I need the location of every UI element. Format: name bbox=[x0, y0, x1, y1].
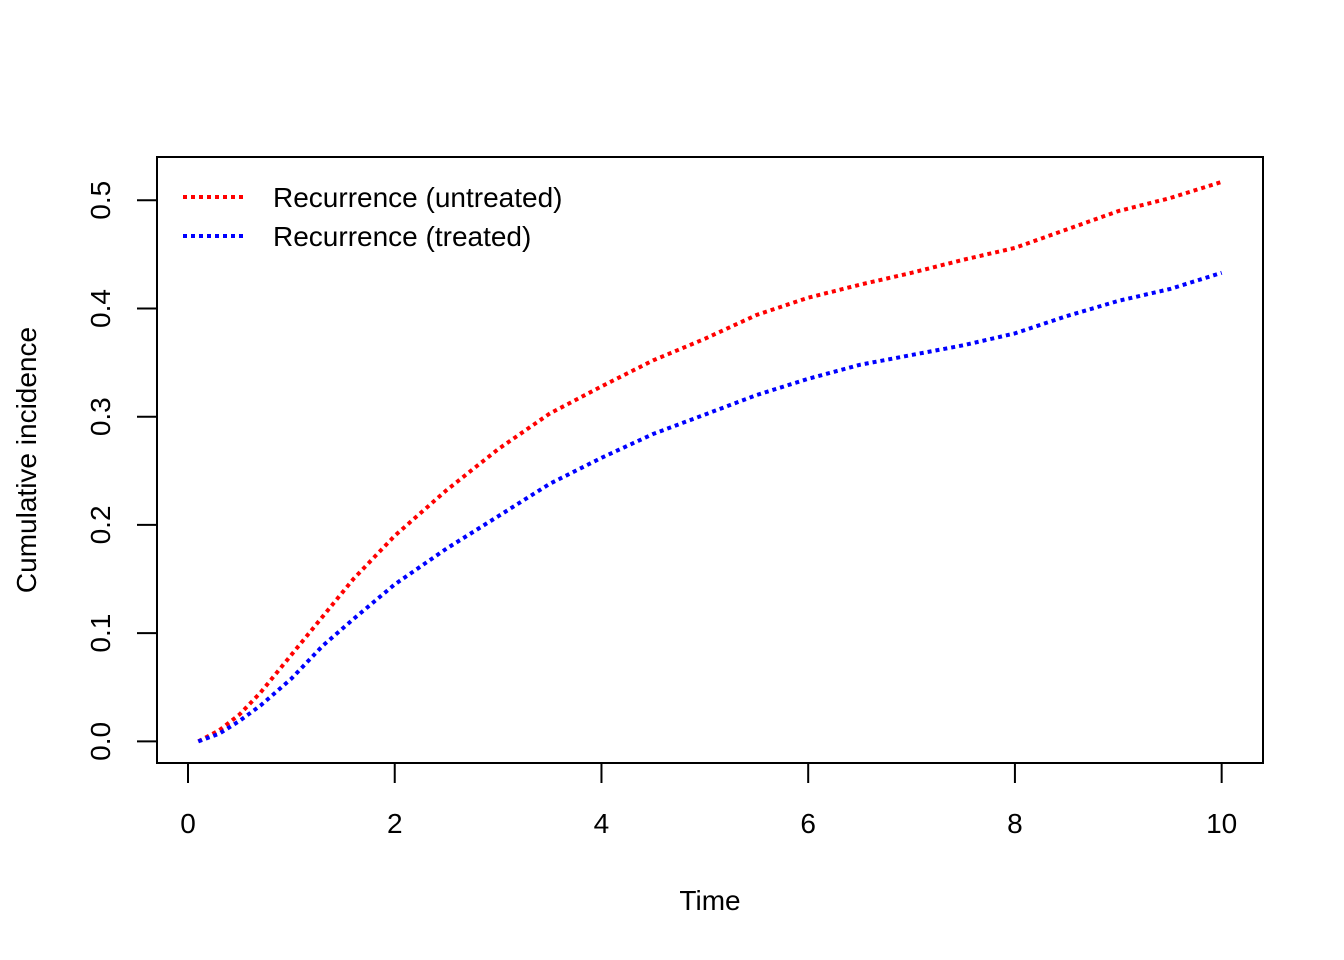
x-axis-title: Time bbox=[679, 885, 740, 916]
legend: Recurrence (untreated) Recurrence (treate… bbox=[183, 182, 562, 252]
x-tick-label: 6 bbox=[800, 808, 816, 839]
legend-label: Recurrence (treated) bbox=[273, 221, 531, 252]
y-tick-label: 0.3 bbox=[85, 397, 116, 436]
series-line-treated bbox=[197, 270, 1223, 744]
x-axis: 0 2 4 6 8 10 bbox=[180, 762, 1237, 839]
y-axis-title: Cumulative incidence bbox=[11, 327, 42, 593]
x-tick-label: 2 bbox=[387, 808, 403, 839]
legend-label: Recurrence (untreated) bbox=[273, 182, 562, 213]
series-line-untreated bbox=[197, 179, 1223, 744]
y-tick-label: 0.5 bbox=[85, 181, 116, 220]
y-axis: 0.0 0.1 0.2 0.3 0.4 0.5 bbox=[85, 181, 158, 761]
x-tick-label: 10 bbox=[1206, 808, 1237, 839]
x-tick-label: 0 bbox=[180, 808, 196, 839]
series-layer bbox=[197, 179, 1223, 744]
y-tick-label: 0.4 bbox=[85, 289, 116, 328]
y-tick-label: 0.2 bbox=[85, 505, 116, 544]
y-tick-label: 0.0 bbox=[85, 722, 116, 761]
x-tick-label: 4 bbox=[594, 808, 610, 839]
y-tick-label: 0.1 bbox=[85, 614, 116, 653]
x-tick-label: 8 bbox=[1007, 808, 1023, 839]
